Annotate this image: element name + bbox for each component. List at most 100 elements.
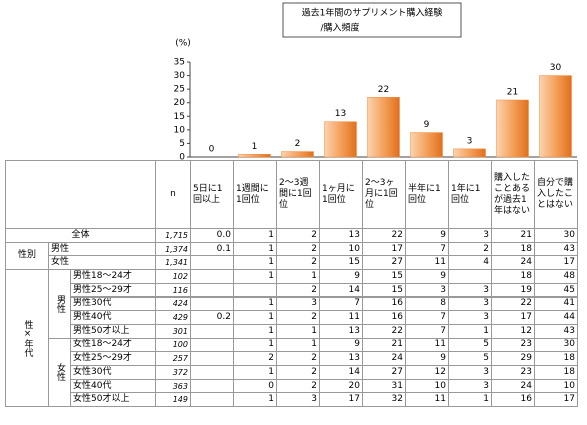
data-cell: 23 [491, 365, 535, 380]
data-cell: 13 [319, 351, 363, 366]
data-cell: 1 [233, 365, 277, 380]
data-cell: 3 [448, 228, 492, 243]
data-cell: 2 [233, 351, 277, 366]
data-cell: 43 [534, 241, 578, 257]
data-cell: 27 [362, 255, 406, 271]
n-cell: 100 [155, 337, 191, 353]
y-tick-label: 30 [174, 71, 186, 81]
data-cell: 18 [491, 241, 535, 257]
data-cell: 17 [319, 392, 363, 408]
y-tick-label: 15 [174, 112, 185, 122]
bar [324, 121, 357, 158]
data-cell: 17 [534, 255, 578, 271]
data-cell: 17 [534, 392, 578, 408]
data-cell: 9 [405, 269, 449, 284]
subgroup-label: 男性 [48, 269, 71, 339]
data-cell: 19 [491, 282, 535, 298]
bar [281, 151, 314, 158]
data-cell: 3 [276, 296, 320, 312]
data-cell: 20 [319, 378, 363, 394]
data-cell: 45 [534, 282, 578, 298]
data-cell: 3 [276, 392, 320, 408]
data-cell: 2 [276, 351, 320, 366]
data-cell: 10 [405, 378, 449, 394]
y-tick-label: 5 [179, 139, 185, 149]
data-cell: 7 [405, 241, 449, 257]
data-cell [190, 365, 234, 380]
data-cell [190, 323, 234, 339]
data-cell [448, 269, 492, 284]
row-label: 男性25～29才 [70, 282, 156, 298]
data-cell: 11 [405, 392, 449, 408]
row-label: 女性30代 [70, 365, 156, 380]
y-tick-label: 25 [174, 85, 185, 95]
column-header: 2～3週間に1回位 [276, 160, 320, 229]
bar [410, 132, 443, 158]
value-label: 3 [467, 136, 473, 146]
bar [238, 154, 271, 158]
value-label: 22 [378, 85, 389, 95]
data-cell: 24 [491, 255, 535, 271]
data-cell: 2 [276, 282, 320, 298]
data-cell: 7 [405, 323, 449, 339]
row-label: 男性18～24才 [70, 269, 156, 284]
data-cell [190, 255, 234, 271]
data-cell: 29 [491, 351, 535, 366]
data-cell: 32 [362, 392, 406, 408]
group-label: 性×年代 [5, 269, 49, 408]
data-cell: 1 [233, 310, 277, 325]
data-cell: 30 [534, 228, 578, 243]
data-cell: 27 [362, 365, 406, 380]
y-tick-label: 10 [174, 125, 186, 135]
n-cell: 102 [155, 269, 191, 284]
chart-title: /購入頻度 [320, 22, 359, 34]
data-cell [190, 282, 234, 298]
data-cell: 21 [491, 228, 535, 243]
n-cell: 1,341 [155, 255, 191, 271]
data-cell [190, 337, 234, 353]
data-cell: 22 [491, 296, 535, 312]
data-cell: 1 [233, 269, 277, 284]
bar [496, 99, 529, 158]
n-cell: 363 [155, 378, 191, 394]
data-cell: 0.0 [190, 228, 234, 243]
column-header: 1週間に1回位 [233, 160, 277, 229]
value-label: 9 [424, 120, 430, 130]
data-cell: 43 [534, 323, 578, 339]
data-cell: 1 [233, 323, 277, 339]
data-cell: 2 [276, 228, 320, 243]
data-cell [190, 392, 234, 408]
column-header: 1年に1回位 [448, 160, 492, 229]
data-cell: 30 [534, 337, 578, 353]
n-cell: 301 [155, 323, 191, 339]
data-cell: 4 [448, 255, 492, 271]
data-cell: 16 [362, 296, 406, 312]
data-cell: 18 [491, 269, 535, 284]
data-cell: 1 [448, 392, 492, 408]
column-header: 購入したことあるが過去1年はない [491, 160, 535, 229]
data-cell: 1 [276, 323, 320, 339]
row-label: 女性50才以上 [70, 392, 156, 408]
data-cell: 22 [362, 228, 406, 243]
data-cell: 1 [233, 296, 277, 312]
row-label: 全体 [5, 228, 156, 243]
group-label: 性別 [5, 241, 49, 271]
row-label: 女性25～29才 [70, 351, 156, 366]
data-cell [190, 378, 234, 394]
data-cell: 8 [405, 296, 449, 312]
data-cell: 2 [276, 365, 320, 380]
data-cell: 11 [319, 310, 363, 325]
data-cell: 18 [534, 365, 578, 380]
data-cell: 21 [362, 337, 406, 353]
data-cell: 3 [448, 282, 492, 298]
data-cell: 23 [491, 337, 535, 353]
data-cell: 41 [534, 296, 578, 312]
data-cell: 3 [448, 296, 492, 312]
n-cell: 149 [155, 392, 191, 408]
data-cell: 44 [534, 310, 578, 325]
data-cell: 15 [362, 282, 406, 298]
data-cell: 12 [405, 365, 449, 380]
data-cell: 14 [319, 365, 363, 380]
data-cell: 11 [405, 255, 449, 271]
